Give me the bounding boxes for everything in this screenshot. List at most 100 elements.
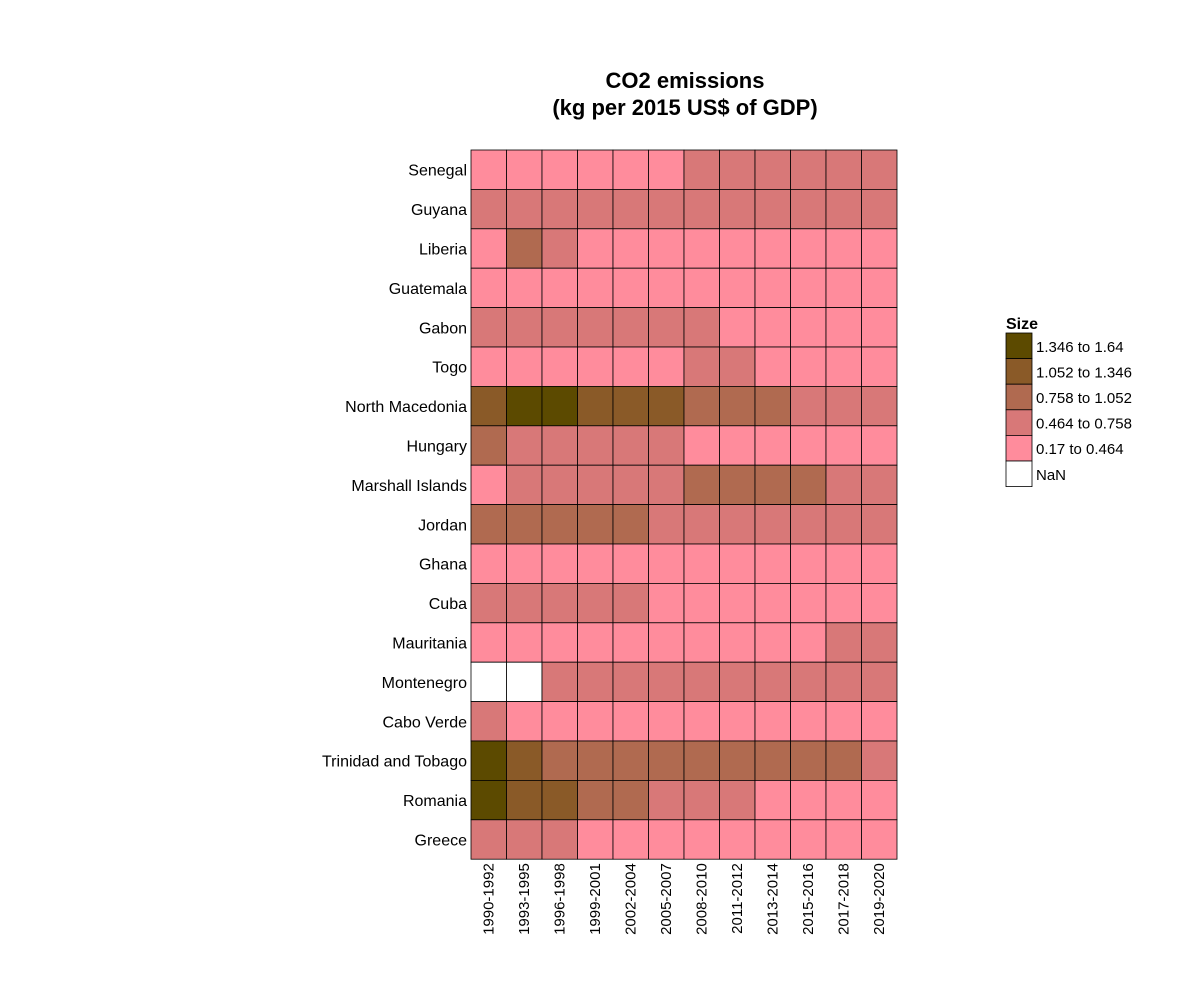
heatmap-cell xyxy=(825,228,862,269)
legend: Size 1.346 to 1.64 1.052 to 1.346 0.758 to… xyxy=(1005,316,1132,488)
heatmap-cell xyxy=(719,188,756,230)
heatmap-cell xyxy=(612,385,649,427)
heatmap-cell xyxy=(683,464,720,506)
heatmap-cell xyxy=(577,780,614,821)
heatmap-cell xyxy=(470,543,507,584)
heatmap-cell xyxy=(648,385,685,427)
heatmap-cell xyxy=(719,425,756,466)
heatmap-cell xyxy=(754,188,791,230)
heatmap-cell xyxy=(648,543,685,584)
heatmap-cell xyxy=(506,346,543,387)
heatmap-cell xyxy=(754,346,791,387)
heatmap-cell xyxy=(612,780,649,821)
heatmap-cell xyxy=(541,228,578,269)
heatmap-cell xyxy=(754,504,791,545)
legend-swatch xyxy=(1005,358,1033,385)
heatmap-cell xyxy=(790,740,827,781)
heatmap-cell xyxy=(790,583,827,624)
heatmap-cell xyxy=(790,307,827,348)
heatmap-cell xyxy=(719,622,756,663)
legend-label: 0.17 to 0.464 xyxy=(1036,441,1124,458)
row-label: Romania xyxy=(403,793,467,810)
heatmap-cell xyxy=(683,307,720,348)
heatmap-cell xyxy=(648,780,685,821)
heatmap-cell xyxy=(825,740,862,781)
heatmap-cell xyxy=(612,504,649,545)
legend-swatch xyxy=(1005,409,1033,436)
heatmap-cell xyxy=(790,543,827,584)
heatmap-cell xyxy=(506,267,543,309)
heatmap-cell xyxy=(577,701,614,742)
heatmap-cell xyxy=(825,543,862,584)
heatmap-cell xyxy=(541,543,578,584)
heatmap-cell xyxy=(648,307,685,348)
heatmap-cell xyxy=(470,504,507,545)
heatmap-cell xyxy=(506,819,543,860)
heatmap-cell xyxy=(719,661,756,703)
heatmap-cell xyxy=(470,188,507,230)
heatmap-cell xyxy=(861,701,898,742)
column-label: 2019-2020 xyxy=(871,863,888,935)
heatmap-cell xyxy=(612,188,649,230)
heatmap-cell xyxy=(825,504,862,545)
heatmap-cell xyxy=(612,228,649,269)
column-label: 2017-2018 xyxy=(836,863,853,935)
heatmap-cell xyxy=(861,583,898,624)
row-label: Senegal xyxy=(408,163,467,180)
column-label: 2008-2010 xyxy=(694,863,711,935)
heatmap-cell xyxy=(577,819,614,860)
heatmap-cell xyxy=(683,228,720,269)
heatmap-cell xyxy=(861,819,898,860)
heatmap-cell xyxy=(754,583,791,624)
heatmap-cell xyxy=(541,307,578,348)
heatmap-cell xyxy=(541,385,578,427)
heatmap-cell xyxy=(754,307,791,348)
column-label: 2011-2012 xyxy=(729,863,746,934)
heatmap-cell xyxy=(577,188,614,230)
heatmap-cell xyxy=(861,425,898,466)
column-label: 1999-2001 xyxy=(587,863,604,935)
heatmap-cell xyxy=(648,464,685,506)
heatmap-cell xyxy=(612,819,649,860)
heatmap-cell xyxy=(577,149,614,190)
heatmap-cell xyxy=(612,661,649,703)
heatmap-cell xyxy=(861,543,898,584)
column-label: 1990-1992 xyxy=(481,863,498,935)
heatmap-cell xyxy=(506,622,543,663)
heatmap-cell xyxy=(754,740,791,781)
heatmap-cell xyxy=(506,385,543,427)
heatmap-cell xyxy=(683,504,720,545)
heatmap-cell xyxy=(719,504,756,545)
legend-swatch xyxy=(1005,332,1033,360)
heatmap-cell xyxy=(612,267,649,309)
row-label: Ghana xyxy=(419,557,467,574)
heatmap-cell xyxy=(506,188,543,230)
heatmap-cell xyxy=(577,740,614,781)
heatmap-cell xyxy=(577,267,614,309)
heatmap-cell xyxy=(683,661,720,703)
heatmap-cell xyxy=(612,464,649,506)
heatmap-cell xyxy=(790,701,827,742)
legend-swatch xyxy=(1005,434,1033,462)
heatmap-cell xyxy=(648,188,685,230)
column-label: 2015-2016 xyxy=(800,863,817,935)
heatmap-cell xyxy=(506,425,543,466)
heatmap-cell xyxy=(648,425,685,466)
heatmap-cell xyxy=(861,385,898,427)
heatmap-cell xyxy=(648,583,685,624)
heatmap-cell xyxy=(683,543,720,584)
column-label: 1993-1995 xyxy=(516,863,533,935)
heatmap-cell xyxy=(506,740,543,781)
heatmap-cell xyxy=(683,740,720,781)
heatmap-cell xyxy=(541,504,578,545)
heatmap-cell xyxy=(719,307,756,348)
heatmap-cell xyxy=(577,346,614,387)
heatmap-cell xyxy=(683,701,720,742)
heatmap-cell xyxy=(541,701,578,742)
heatmap-cell xyxy=(861,228,898,269)
heatmap-cell xyxy=(861,780,898,821)
row-label: Hungary xyxy=(407,439,467,456)
heatmap-cell xyxy=(612,346,649,387)
legend-label: 0.758 to 1.052 xyxy=(1036,390,1132,407)
